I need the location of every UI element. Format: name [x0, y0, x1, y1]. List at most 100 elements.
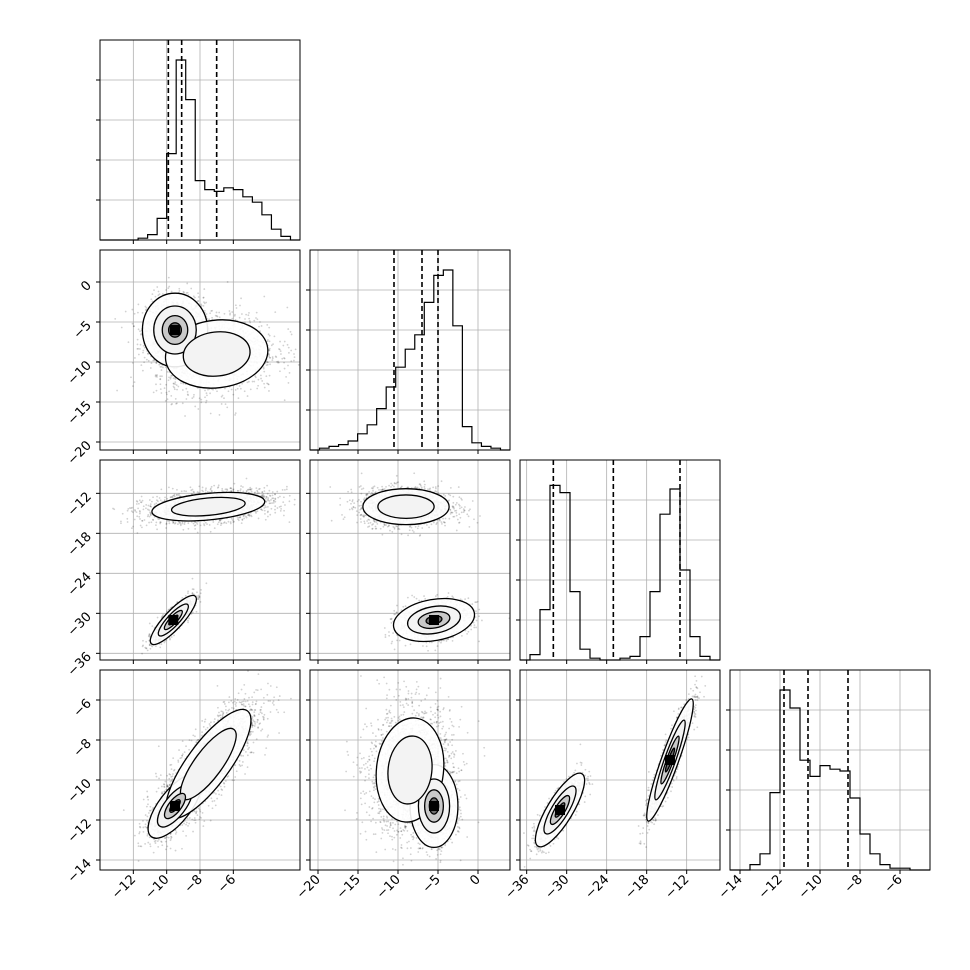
scatter-point — [181, 389, 184, 391]
scatter-point — [290, 349, 293, 352]
scatter-point — [138, 509, 141, 512]
scatter-point — [194, 405, 197, 408]
scatter-point — [250, 514, 252, 517]
scatter-point — [160, 488, 163, 491]
scatter-point — [136, 347, 139, 350]
histogram-step — [310, 269, 510, 451]
scatter-point — [277, 361, 279, 364]
x-tick-label: −8 — [842, 872, 866, 896]
scatter-point — [137, 507, 139, 510]
scatter-point — [246, 381, 249, 384]
scatter-point — [168, 486, 170, 489]
scatter-point — [216, 523, 219, 526]
scatter-point — [143, 519, 146, 521]
scatter-point — [227, 390, 230, 393]
scatter-point — [258, 487, 261, 490]
scatter-point — [132, 525, 134, 528]
scatter-point — [205, 392, 208, 395]
scatter-point — [171, 496, 174, 499]
scatter-point — [159, 521, 162, 524]
scatter-point — [221, 489, 224, 492]
scatter-point — [281, 357, 284, 360]
scatter-point — [273, 335, 276, 338]
scatter-point — [285, 375, 287, 378]
scatter-point — [152, 359, 155, 362]
scatter-point — [196, 523, 199, 525]
scatter-point — [268, 500, 271, 502]
scatter-point — [232, 521, 235, 523]
scatter-point — [261, 509, 264, 512]
scatter-point — [230, 388, 233, 391]
scatter-point — [265, 495, 268, 498]
scatter-point — [206, 394, 208, 397]
scatter-point — [209, 312, 212, 315]
panel-background — [730, 670, 930, 870]
scatter-point — [266, 382, 268, 385]
scatter-point — [220, 522, 223, 525]
scatter-point — [226, 489, 229, 491]
scatter-point — [239, 516, 242, 519]
scatter-point — [156, 528, 158, 531]
scatter-point — [147, 514, 150, 516]
scatter-point — [277, 360, 280, 363]
scatter-point — [222, 522, 225, 524]
scatter-point — [249, 388, 252, 391]
scatter-point — [239, 387, 242, 390]
scatter-point — [267, 510, 269, 513]
scatter-point — [214, 314, 217, 317]
scatter-point — [190, 287, 193, 290]
scatter-point — [267, 497, 270, 499]
scatter-point — [179, 524, 182, 527]
scatter-point — [245, 477, 248, 480]
scatter-point — [293, 356, 296, 359]
scatter-point — [157, 290, 160, 293]
scatter-point — [138, 348, 141, 350]
scatter-point — [200, 303, 203, 306]
scatter-point — [156, 374, 159, 376]
scatter-point — [282, 344, 285, 347]
scatter-point — [255, 311, 258, 314]
scatter-point — [205, 399, 208, 402]
scatter-point — [262, 496, 265, 499]
scatter-point — [236, 387, 239, 390]
scatter-point — [294, 348, 297, 351]
scatter-point — [229, 521, 232, 523]
scatter-point — [178, 522, 181, 524]
scatter-point — [196, 491, 199, 493]
scatter-point — [271, 491, 274, 493]
scatter-point — [247, 488, 250, 491]
scatter-point — [234, 414, 237, 416]
scatter-point — [142, 505, 145, 508]
scatter-point — [142, 344, 145, 347]
scatter-point — [268, 347, 271, 350]
scatter-point — [293, 503, 296, 506]
scatter-point — [147, 504, 150, 507]
scatter-point — [279, 370, 281, 373]
scatter-point — [260, 508, 262, 511]
scatter-point — [256, 489, 259, 492]
scatter-point — [218, 414, 221, 416]
scatter-point — [153, 503, 156, 506]
scatter-point — [170, 403, 173, 406]
scatter-point — [143, 356, 146, 359]
scatter-point — [183, 291, 185, 294]
scatter-point — [217, 484, 220, 487]
scatter-point — [280, 508, 283, 510]
scatter-point — [140, 332, 143, 335]
scatter-point — [136, 532, 139, 534]
scatter-point — [177, 385, 180, 388]
scatter-point — [229, 487, 232, 489]
scatter-point — [278, 506, 281, 508]
scatter-point — [262, 493, 265, 496]
scatter-point — [235, 307, 238, 309]
scatter-point — [232, 488, 235, 491]
scatter-point — [219, 524, 222, 527]
scatter-point — [288, 500, 291, 503]
scatter-point — [136, 338, 139, 341]
scatter-point — [194, 527, 197, 530]
scatter-point — [262, 366, 265, 369]
scatter-point — [206, 523, 208, 526]
scatter-point — [234, 313, 236, 316]
scatter-area — [114, 276, 300, 417]
scatter-point — [137, 328, 140, 331]
